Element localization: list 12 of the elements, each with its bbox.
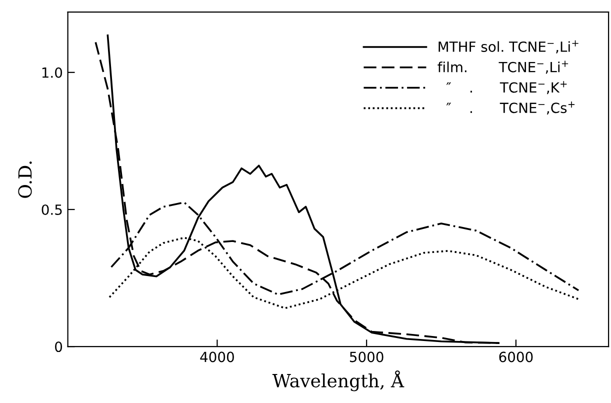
y-tick-label: 0.5: [42, 204, 62, 215]
legend-label: film. TCNE$^{−}$,Li$^{+}$: [438, 60, 568, 74]
x-tick-label: 6000: [499, 352, 533, 362]
x-axis-title: Wavelength, Å: [272, 370, 404, 392]
y-axis-title: O.D.: [18, 162, 32, 198]
legend-label: ″ . TCNE$^{−}$,K$^{+}$: [446, 81, 567, 94]
y-tick-label: 1.0: [42, 67, 62, 78]
legend-label: MTHF sol. TCNE$^{−}$,Li$^{+}$: [438, 40, 578, 54]
x-tick-label: 4000: [200, 352, 234, 362]
legend-label: ″ . TCNE$^{−}$,Cs$^{+}$: [446, 102, 575, 115]
y-tick-label: 0: [55, 342, 62, 352]
x-tick-label: 5000: [350, 352, 384, 362]
